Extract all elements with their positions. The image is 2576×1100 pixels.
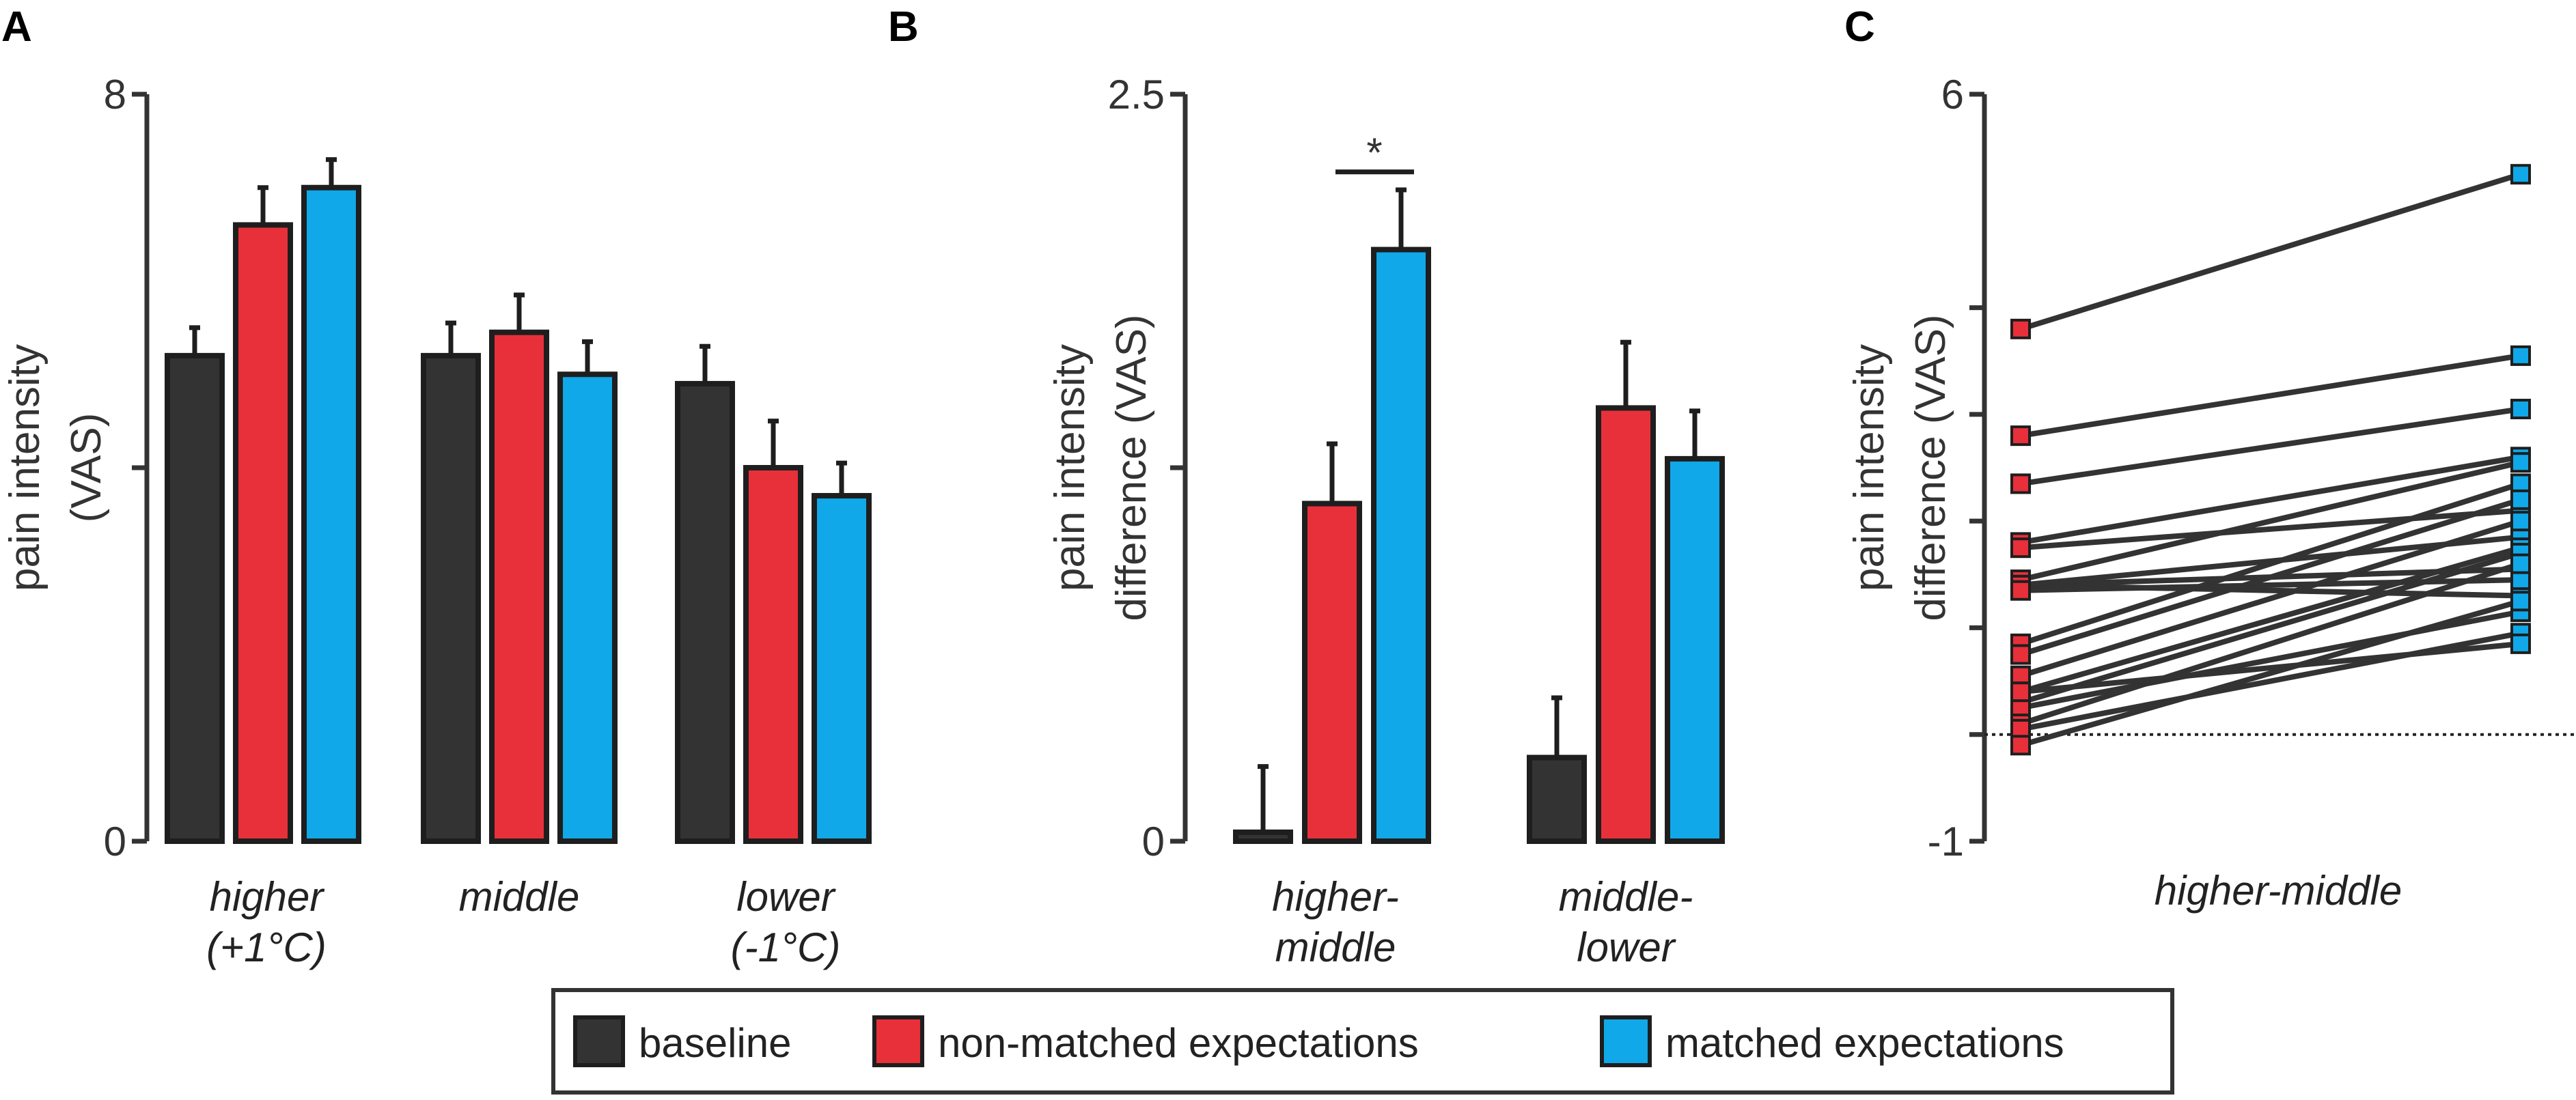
bar-baseline (675, 380, 735, 844)
point-matched (2510, 633, 2531, 654)
point-non-matched (2010, 318, 2031, 339)
panel-letter-b: B (888, 3, 919, 51)
point-matched (2510, 399, 2531, 420)
point-matched (2510, 489, 2531, 510)
legend-swatch-baseline (573, 1015, 625, 1067)
bar-non-matched-expectations (489, 329, 549, 844)
y-axis-label: pain intensity (VAS) (1, 344, 110, 591)
bar-non-matched-expectations (233, 222, 293, 844)
legend-swatch-non-matched (872, 1015, 924, 1067)
bar-baseline (165, 352, 225, 844)
y-tick-label-min: 0 (1142, 819, 1165, 864)
point-matched (2510, 452, 2531, 473)
point-non-matched (2010, 473, 2031, 494)
subject-line (2019, 598, 2522, 748)
bar-matched-expectations (301, 184, 361, 844)
subject-line (2019, 497, 2522, 658)
y-axis-label-line: pain intensity (1047, 344, 1094, 591)
x-axis-label: higher-middle (2155, 868, 2402, 914)
panel-letter-a: A (1, 3, 32, 51)
bar-non-matched-expectations (743, 465, 803, 844)
y-tick-label-min: 0 (104, 819, 126, 864)
x-category-label: middle (459, 874, 580, 920)
subject-line (2020, 406, 2521, 487)
legend-label-baseline: baseline (639, 1020, 792, 1066)
point-matched (2510, 345, 2531, 366)
point-matched (2510, 511, 2531, 532)
bar-matched-expectations (1371, 246, 1431, 844)
subject-line (2019, 545, 2522, 695)
y-axis-label: pain intensity difference (VAS) (1846, 314, 1954, 621)
subject-line (2020, 352, 2521, 439)
bar-baseline (421, 352, 481, 844)
bar-matched-expectations (1665, 455, 1725, 844)
bar-non-matched-expectations (1596, 405, 1656, 844)
subject-line (2020, 507, 2521, 551)
panel-a-chart: 0 8 pain intensity (VAS) higher (+1°C) middle l… (1, 72, 872, 970)
point-non-matched (2010, 644, 2031, 665)
point-matched (2510, 591, 2531, 612)
subject-line (2020, 454, 2521, 546)
x-category-label: lower (736, 874, 835, 920)
y-tick-label-min: -1 (1928, 819, 1964, 864)
y-axis-label-line: pain intensity (1, 344, 49, 591)
subject-line (2019, 518, 2522, 679)
subject-line (2019, 481, 2522, 647)
y-axis-label-line: difference (VAS) (1907, 314, 1954, 621)
bar-baseline (1233, 829, 1293, 844)
panel-b-chart: 0 2.5 pain intensity difference (VAS) higher… (1047, 72, 1725, 970)
legend-label-non-matched: non-matched expectations (938, 1020, 1419, 1066)
subject-line (2020, 460, 2521, 582)
panel-c-chart: -1 6 pain intensity difference (VAS) higher-… (1846, 72, 2575, 914)
x-category-label: higher- (1272, 874, 1399, 920)
point-matched (2510, 553, 2531, 574)
point-non-matched (2010, 580, 2031, 601)
x-category-label: (-1°C) (731, 925, 841, 970)
significance-star: * (1366, 130, 1382, 175)
legend-label-matched: matched expectations (1665, 1020, 2064, 1066)
point-non-matched (2010, 681, 2031, 703)
bar-baseline (1527, 755, 1587, 845)
y-axis-label-line: pain intensity (1846, 344, 1893, 591)
x-category-label: lower (1577, 925, 1676, 970)
subject-line (2020, 640, 2521, 695)
legend-swatch-matched (1600, 1015, 1652, 1067)
bar-non-matched-expectations (1302, 500, 1362, 845)
y-axis-label: pain intensity difference (VAS) (1047, 314, 1155, 621)
y-tick-label-max: 2.5 (1108, 72, 1165, 117)
x-category-label: higher (210, 874, 325, 920)
y-axis-label-line: difference (VAS) (1108, 314, 1155, 621)
legend-frame (551, 988, 2174, 1095)
y-tick-label-max: 8 (104, 72, 126, 117)
x-category-label: (+1°C) (206, 925, 327, 970)
y-axis-label-line: (VAS) (63, 413, 110, 523)
point-non-matched (2010, 537, 2031, 559)
point-matched (2510, 164, 2531, 185)
subject-line (2019, 171, 2522, 332)
bar-matched-expectations (557, 371, 618, 844)
bar-matched-expectations (812, 493, 872, 845)
legend: baseline non-matched expectations matche… (551, 988, 2174, 1095)
x-category-label: middle- (1559, 874, 1693, 920)
point-non-matched (2010, 735, 2031, 756)
subject-line (2019, 561, 2522, 727)
subject-line (2019, 550, 2522, 705)
panel-letter-c: C (1844, 3, 1875, 51)
point-non-matched (2010, 425, 2031, 447)
y-tick-label-max: 6 (1941, 72, 1964, 117)
x-category-label: middle (1275, 925, 1396, 970)
subject-line (2020, 577, 2521, 593)
